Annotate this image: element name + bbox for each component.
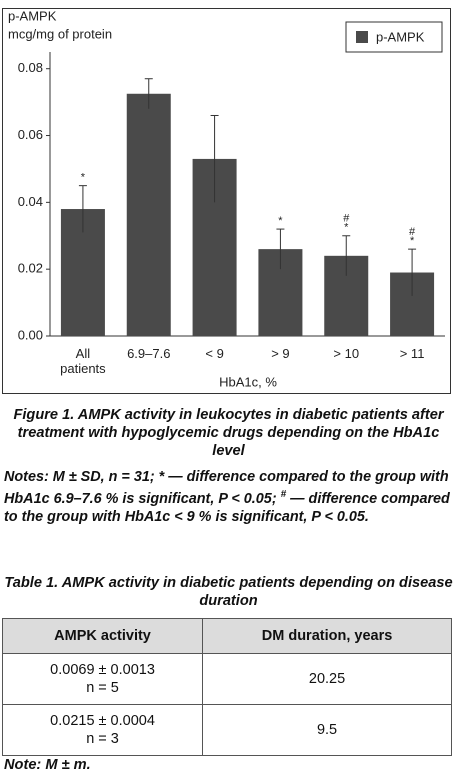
significance-marker: * (344, 222, 349, 234)
x-axis-label: HbA1c, % (219, 374, 277, 389)
table-title: Table 1. AMPK activity in diabetic patie… (4, 575, 453, 609)
cell-line: 0.0215 ± 0.0004 (50, 713, 155, 729)
table-row: 0.0215 ± 0.0004 n = 3 9.5 (1, 704, 452, 756)
x-tick-label: > 9 (271, 346, 290, 361)
notes: Notes: M ± SD, n = 31; * — difference co… (4, 468, 453, 526)
table-cell: 0.0215 ± 0.0004 n = 3 (1, 704, 204, 756)
significance-marker: # (343, 213, 350, 225)
note-text: # (280, 489, 287, 500)
legend-swatch (356, 31, 368, 43)
table-cell: 20.25 (202, 653, 452, 705)
note-text: Notes: M ± SD, n = 31; * — difference co… (4, 469, 449, 507)
table-cell: 9.5 (202, 704, 452, 756)
y-tick-label: 0.02 (18, 261, 43, 276)
legend-label: p-AMPK (376, 29, 425, 44)
header-cell: DM duration, years (202, 618, 452, 654)
note-text: — difference compared to the group with … (4, 490, 450, 525)
significance-marker: * (278, 215, 283, 227)
chart: p-AMPK mcg/mg of protein HbA1c, % 0.00 0.… (8, 8, 445, 389)
y-tick-label: 0.08 (18, 60, 43, 75)
table-row: 0.0069 ± 0.0013 n = 5 20.25 (1, 653, 452, 705)
cell-line: n = 3 (86, 731, 119, 747)
table-note: Note: M ± m. (4, 757, 91, 773)
y-tick-label: 0.06 (18, 127, 43, 142)
chart-frame (2, 8, 451, 394)
table-cell: 0.0069 ± 0.0013 n = 5 (1, 653, 204, 705)
significance-marker: * (410, 235, 415, 247)
x-tick-label: < 9 (205, 346, 224, 361)
x-tick-label: All patients (60, 346, 106, 376)
x-tick-label: > 10 (333, 346, 360, 361)
significance-marker: # (409, 226, 416, 238)
y-axis-label: p-AMPK (8, 8, 57, 23)
x-tick-label: 6.9–7.6 (127, 346, 171, 361)
x-tick-label: > 11 (399, 346, 425, 361)
cell-line: n = 5 (86, 680, 119, 696)
significance-marker: * (81, 172, 86, 184)
bar (126, 93, 171, 336)
y-tick-label: 0.00 (18, 327, 43, 342)
table: AMPK activity DM duration, years 0.0069 … (1, 618, 452, 756)
header-cell: AMPK activity (1, 618, 204, 654)
y-axis-label: mcg/mg of protein (8, 26, 112, 41)
cell-line: 0.0069 ± 0.0013 (50, 662, 155, 678)
y-tick-label: 0.04 (18, 194, 43, 209)
figure-caption: Figure 1. AMPK activity in leukocytes in… (13, 407, 444, 459)
